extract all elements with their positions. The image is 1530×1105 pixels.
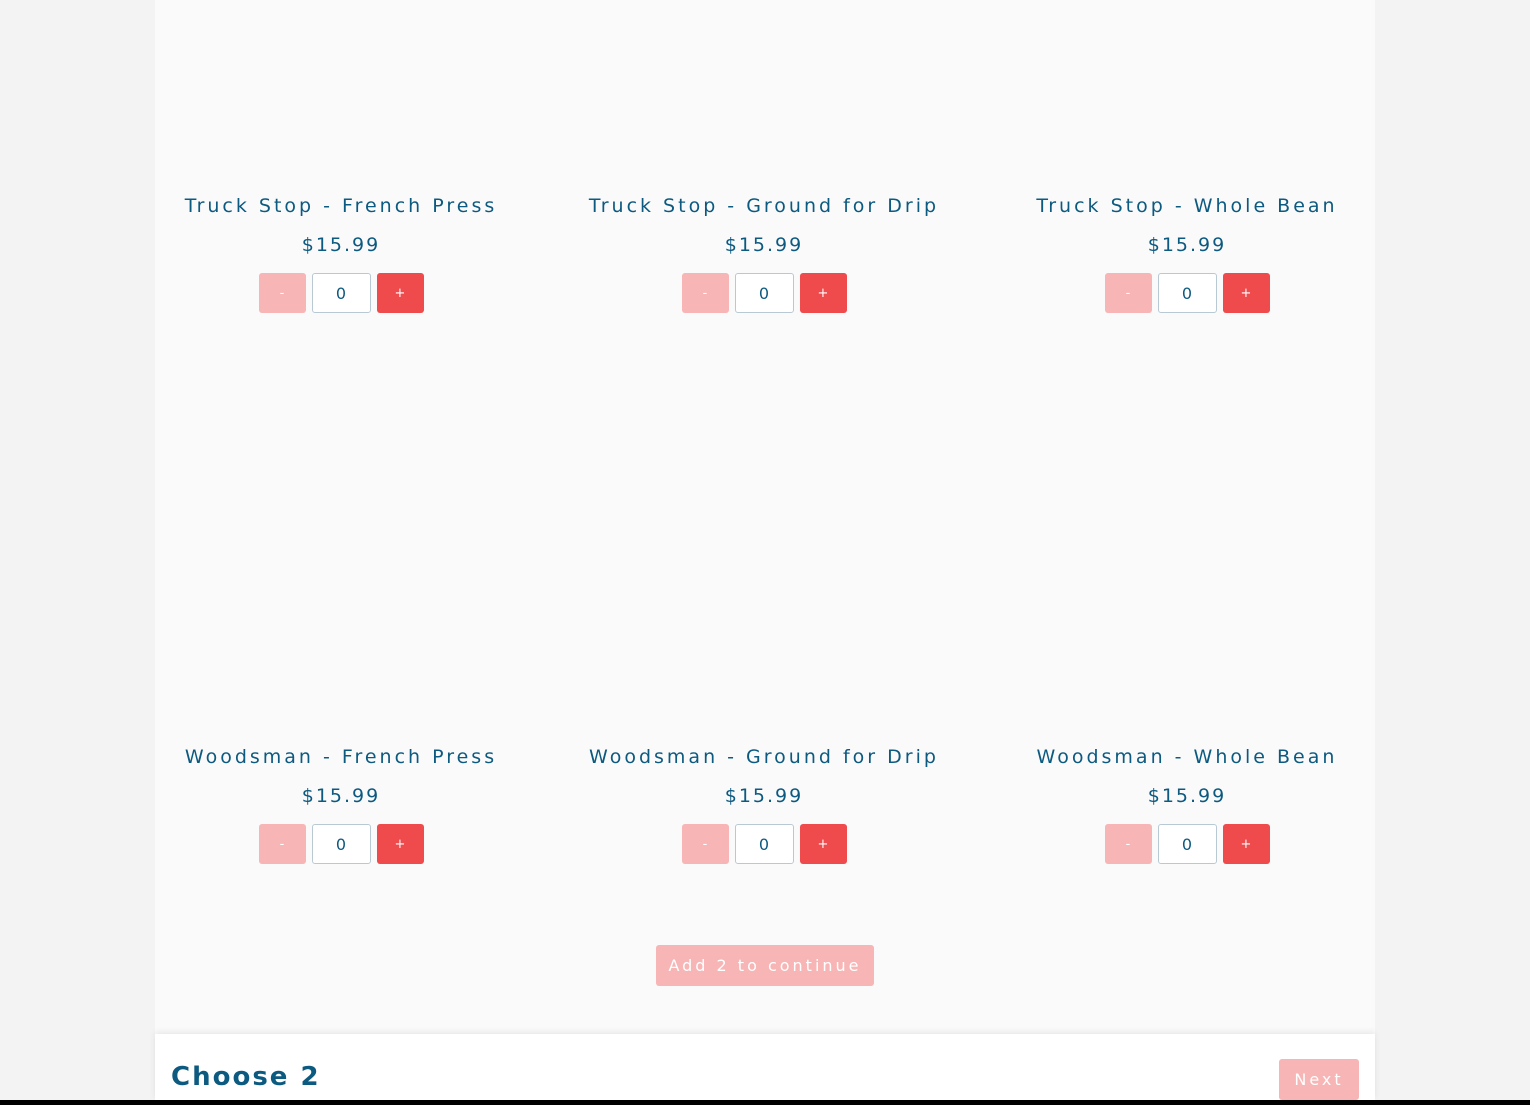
decrease-button[interactable]: - (681, 824, 729, 864)
increase-button[interactable]: + (1222, 273, 1270, 313)
quantity-stepper: - + (138, 824, 544, 864)
product-price: $15.99 (724, 785, 804, 807)
product-price: $15.99 (1147, 785, 1227, 807)
quantity-stepper: - + (984, 273, 1390, 313)
choose-count-title: Choose 2 (171, 1062, 321, 1092)
quantity-stepper: - + (561, 824, 967, 864)
product-name: Woodsman - Ground for Drip (589, 746, 939, 768)
product-name: Truck Stop - French Press (184, 195, 498, 217)
product-card: Woodsman - French Press $15.99 - + (138, 745, 544, 864)
product-card: Truck Stop - Ground for Drip $15.99 - + (561, 194, 967, 313)
quantity-input[interactable] (1157, 273, 1217, 313)
product-card: Truck Stop - Whole Bean $15.99 - + (984, 194, 1390, 313)
product-name: Truck Stop - Whole Bean (1036, 195, 1338, 217)
decrease-button[interactable]: - (681, 273, 729, 313)
product-name: Woodsman - Whole Bean (1036, 746, 1338, 768)
quantity-input[interactable] (311, 273, 371, 313)
product-card: Woodsman - Ground for Drip $15.99 - + (561, 745, 967, 864)
product-price: $15.99 (1147, 234, 1227, 256)
quantity-input[interactable] (734, 824, 794, 864)
quantity-stepper: - + (561, 273, 967, 313)
product-price: $15.99 (301, 234, 381, 256)
product-card: Woodsman - Whole Bean $15.99 - + (984, 745, 1390, 864)
quantity-input[interactable] (734, 273, 794, 313)
bottom-edge (0, 1100, 1530, 1105)
quantity-input[interactable] (311, 824, 371, 864)
decrease-button[interactable]: - (1104, 824, 1152, 864)
footer-bar: Choose 2 Next (155, 1034, 1375, 1100)
decrease-button[interactable]: - (258, 824, 306, 864)
product-price: $15.99 (724, 234, 804, 256)
add-to-continue-button[interactable]: Add 2 to continue (656, 945, 874, 986)
increase-button[interactable]: + (799, 824, 847, 864)
product-panel (155, 0, 1375, 1034)
product-name: Truck Stop - Ground for Drip (588, 195, 940, 217)
product-price: $15.99 (301, 785, 381, 807)
product-card: Truck Stop - French Press $15.99 - + (138, 194, 544, 313)
decrease-button[interactable]: - (1104, 273, 1152, 313)
increase-button[interactable]: + (1222, 824, 1270, 864)
increase-button[interactable]: + (799, 273, 847, 313)
next-button[interactable]: Next (1279, 1059, 1359, 1100)
decrease-button[interactable]: - (258, 273, 306, 313)
quantity-stepper: - + (984, 824, 1390, 864)
product-name: Woodsman - French Press (184, 746, 498, 768)
quantity-input[interactable] (1157, 824, 1217, 864)
quantity-stepper: - + (138, 273, 544, 313)
increase-button[interactable]: + (376, 273, 424, 313)
increase-button[interactable]: + (376, 824, 424, 864)
